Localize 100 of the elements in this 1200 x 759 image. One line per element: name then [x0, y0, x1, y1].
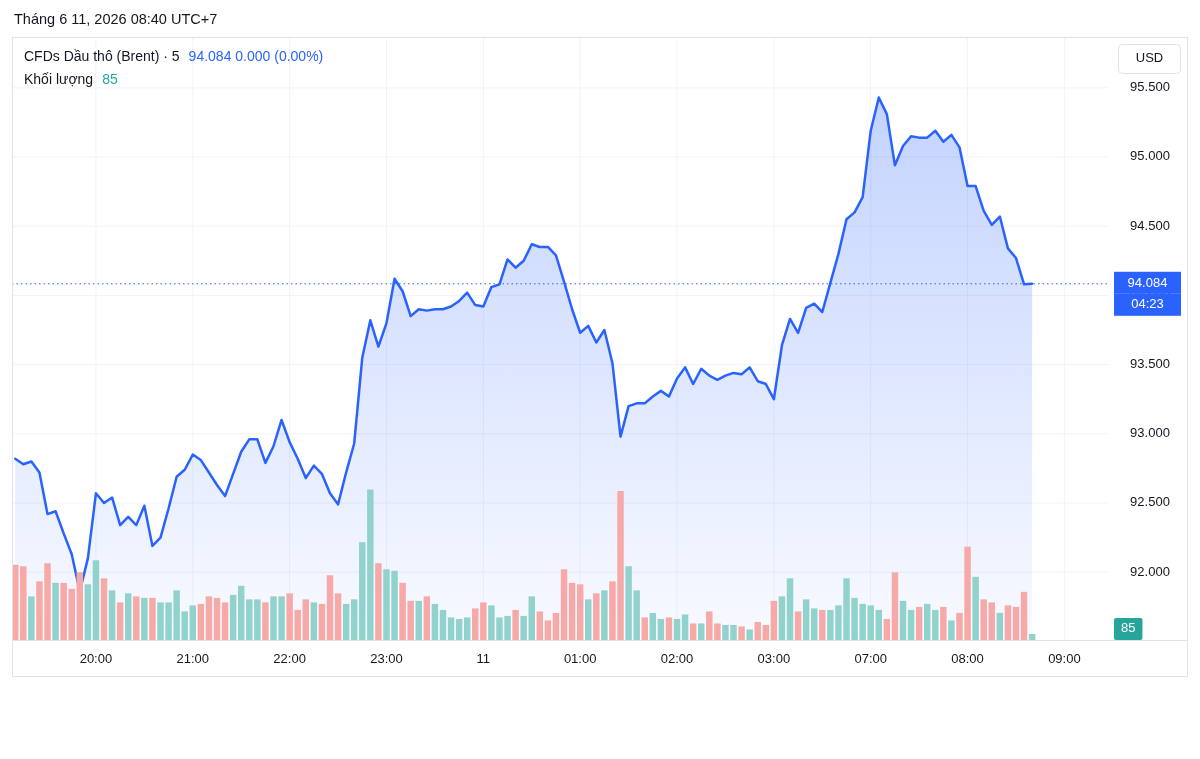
y-tick-label: 92.500: [1130, 494, 1170, 510]
bar: [665, 617, 673, 640]
bar: [100, 578, 108, 640]
x-tick-label: 11: [476, 651, 491, 667]
bar: [601, 590, 608, 640]
bar: [754, 621, 761, 640]
bar: [197, 603, 205, 640]
bar: [544, 620, 552, 640]
bar: [342, 603, 350, 640]
bar: [899, 600, 907, 640]
bar: [778, 596, 786, 640]
bar: [415, 600, 422, 640]
ref-line-label: 94.084: [1127, 275, 1168, 291]
bar: [915, 606, 923, 640]
y-tick-label: 95.000: [1130, 148, 1170, 164]
annotation: 94.084 0.000 (0.00%): [188, 47, 324, 64]
bar: [738, 626, 745, 640]
y-tick-label: 93.000: [1130, 425, 1170, 441]
bar: [213, 597, 221, 640]
bar: [689, 623, 697, 640]
bar: [940, 606, 947, 640]
bar: [480, 602, 487, 640]
bar: [528, 596, 535, 640]
bar: [641, 617, 648, 640]
bar: [932, 609, 939, 640]
bar: [318, 603, 326, 640]
y-tick-label: 94.500: [1130, 217, 1170, 233]
bar: [746, 629, 753, 640]
bar: [133, 596, 140, 640]
bar: [375, 563, 382, 640]
bar: [221, 602, 229, 640]
bar: [883, 618, 891, 640]
bar: [536, 611, 544, 640]
x-tick-label: 07:00: [854, 651, 887, 667]
text: CFDs Dầu thô (Brent) · 5: [24, 47, 180, 64]
chart-subtitle: Tháng 6 11, 2026 08:40 UTC+7: [14, 10, 218, 27]
bar: [762, 624, 770, 640]
bar: [907, 609, 915, 640]
x-tick-label: 03:00: [757, 651, 791, 667]
x-tick-label: 02:00: [660, 651, 694, 667]
bar: [20, 566, 27, 640]
bar: [116, 602, 124, 640]
bar: [657, 618, 665, 640]
bar: [673, 618, 681, 640]
bar: [996, 612, 1004, 640]
text: 04:23: [1131, 296, 1164, 312]
bar: [124, 593, 132, 640]
bar: [367, 489, 374, 640]
y-axis-title: USD: [1135, 50, 1164, 66]
chart-title: Khối lượng: [24, 70, 94, 87]
bar: [802, 599, 810, 640]
bar: [310, 602, 318, 640]
x-tick-label: 08:00: [951, 651, 984, 667]
y-tick-label: 93.500: [1130, 356, 1170, 372]
x-tick-label: 21:00: [176, 651, 210, 667]
bar: [786, 578, 794, 640]
x-tick-label: 23:00: [370, 651, 403, 667]
bar: [875, 609, 883, 640]
bar: [980, 599, 987, 640]
bar: [794, 611, 802, 640]
bar: [262, 602, 269, 640]
bar: [463, 617, 471, 640]
bar: [819, 609, 826, 640]
x-tick-label: 22:00: [273, 651, 306, 667]
bar: [972, 576, 979, 640]
bar: [472, 608, 479, 640]
bar: [326, 575, 334, 640]
bar: [1020, 591, 1028, 640]
bar: [681, 614, 689, 640]
bar: [512, 609, 519, 640]
bar: [585, 599, 592, 640]
bar: [649, 612, 657, 640]
x-tick-label: 09:00: [1048, 651, 1081, 667]
x-tick-label: 01:00: [563, 651, 597, 667]
bar: [948, 620, 955, 640]
bar: [84, 584, 92, 640]
bar: [552, 612, 560, 640]
x-tick-label: 20:00: [79, 651, 113, 667]
bar: [1012, 606, 1020, 640]
bar: [229, 594, 237, 640]
bar: [560, 569, 568, 640]
bar: [576, 584, 584, 640]
bar: [334, 593, 342, 640]
bar: [447, 617, 455, 640]
bar: [988, 602, 996, 640]
bar: [1028, 633, 1036, 640]
bar: [141, 597, 148, 640]
bar: [923, 603, 931, 640]
bar: [455, 618, 463, 640]
bar: [770, 600, 778, 640]
bar: [1004, 605, 1012, 640]
bar: [52, 582, 59, 640]
bar: [811, 608, 818, 640]
bar: [350, 599, 358, 640]
bar: [423, 596, 431, 640]
bar: [189, 605, 197, 640]
bar: [593, 593, 600, 640]
bar: [92, 560, 100, 640]
bar: [76, 572, 84, 640]
text: 85: [1121, 620, 1136, 636]
